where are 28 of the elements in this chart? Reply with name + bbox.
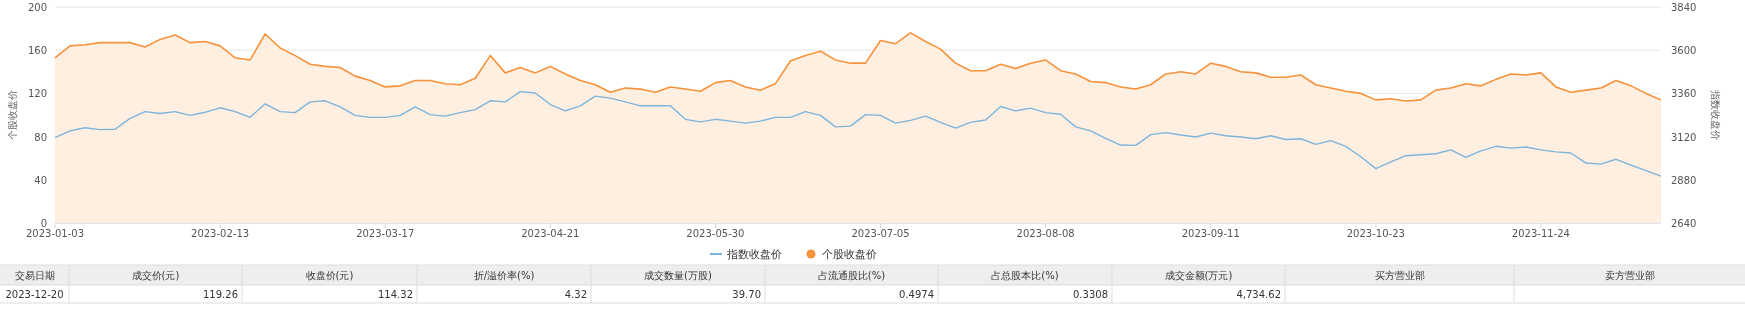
y2-tick-label: 3840 (1671, 2, 1697, 13)
y-axis-title: 个股收盘价 (7, 90, 18, 140)
table: 交易日期 成交价(元) 收盘价(元) 折/溢价率(%) 成交数量(万股) 占流通股比(%) 占总股本比(%) 成交金额(万元) 买方营业部 卖方营业部 2023-12-20 119.26 114.32 4.32 39.70 0.4974 0.3308 4,734.62 (0, 264, 1745, 304)
x-tick-label: 2023-09-11 (1181, 228, 1240, 239)
y2-axis-title: 指数收盘价 (1710, 89, 1721, 140)
x-tick-label: 2023-01-03 (25, 228, 85, 239)
legend-label: 个股收盘价 (822, 248, 877, 261)
x-tick-label: 2023-10-23 (1346, 228, 1405, 239)
y2-tick-label: 3600 (1671, 45, 1697, 57)
line-series (54, 90, 1662, 177)
y-tick-label: 160 (27, 45, 47, 57)
x-tick-label: 2023-05-30 (686, 228, 745, 239)
y-tick-label: 40 (34, 174, 47, 186)
x-tick-label: 2023-07-05 (851, 228, 910, 239)
x-tick-label: 2023-02-13 (191, 228, 250, 239)
x-tick-label: 2023-03-17 (356, 228, 415, 239)
y2-tick-label: 2640 (1671, 218, 1697, 229)
y2-tick-label: 2880 (1671, 174, 1697, 186)
y-tick-label: 0 (40, 218, 47, 229)
y2-tick-label: 3360 (1671, 88, 1697, 100)
y-tick-label: 80 (34, 131, 47, 143)
x-tick-label: 2023-11-24 (1511, 228, 1570, 239)
legend-label: 指数收盘价 (726, 248, 782, 261)
y2-tick-label: 3120 (1671, 131, 1697, 143)
x-tick-label: 2023-04-21 (521, 228, 580, 239)
x-tick-label: 2023-08-08 (1016, 228, 1075, 239)
y-tick-label: 200 (27, 2, 47, 13)
y-tick-label: 120 (27, 88, 47, 100)
